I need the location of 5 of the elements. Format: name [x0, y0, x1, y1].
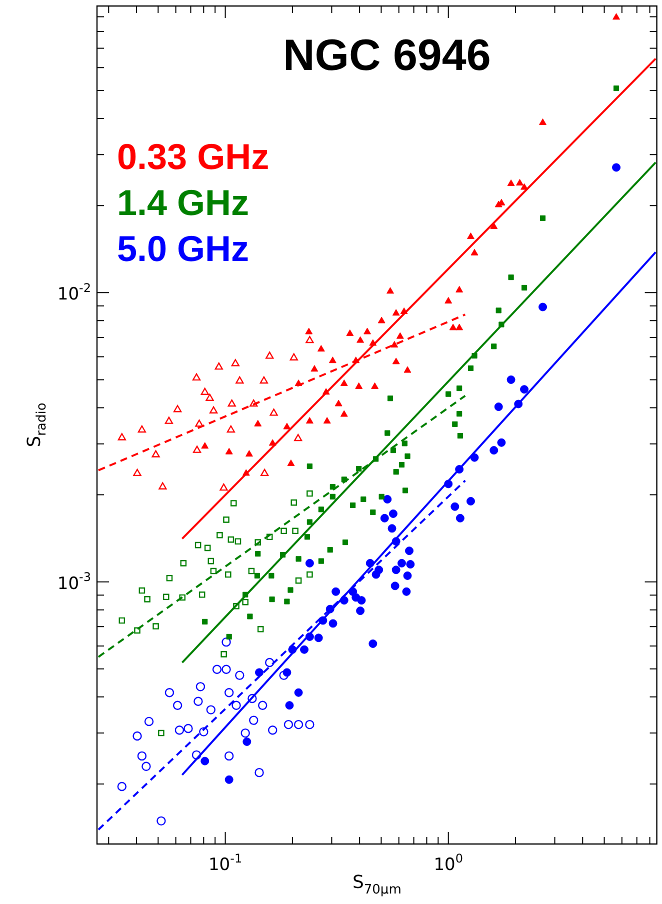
text: 0.33 GHz — [117, 136, 270, 177]
text: 5.0 GHz — [117, 228, 250, 269]
text: 1.4 GHz — [117, 182, 250, 223]
text: NGC 6946 — [282, 31, 491, 80]
y-axis-title: Sradio — [24, 402, 50, 448]
